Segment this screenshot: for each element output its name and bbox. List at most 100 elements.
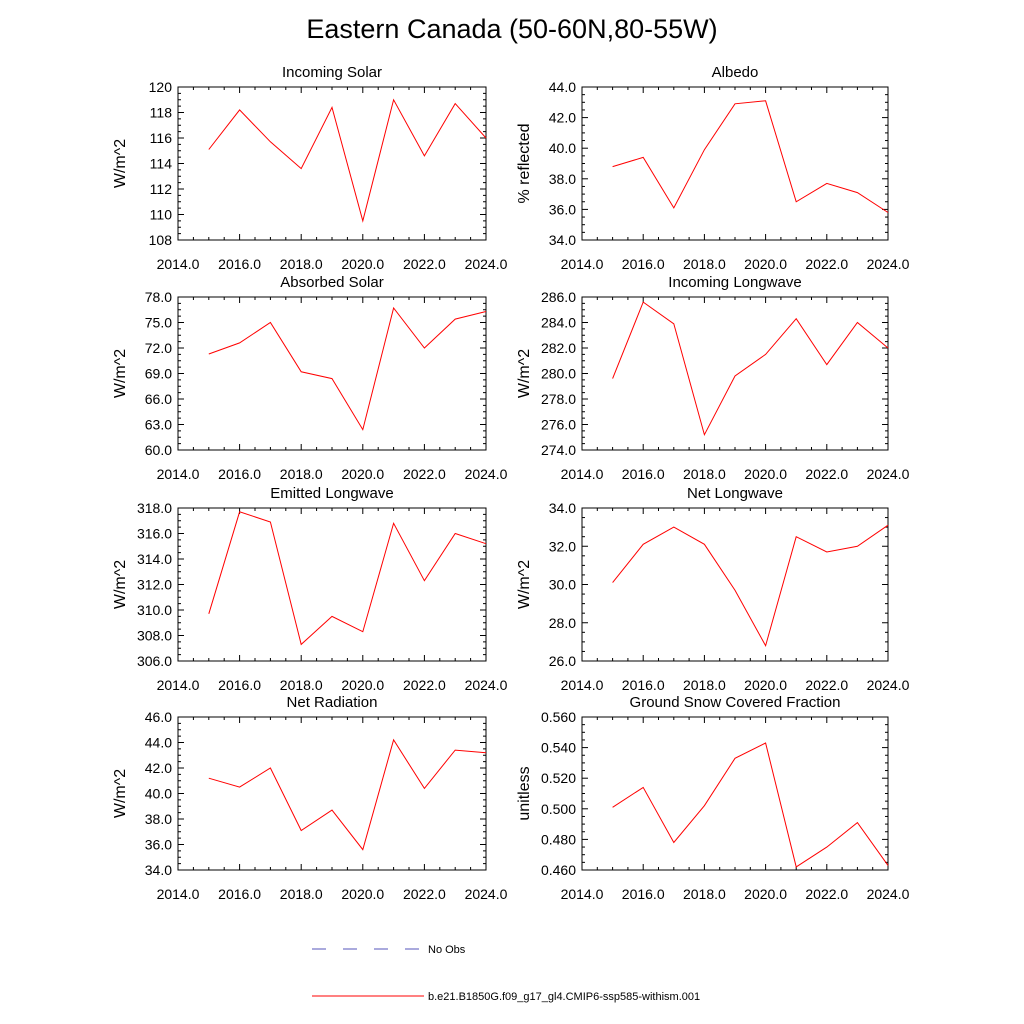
- x-tick-label: 2014.0: [157, 256, 200, 272]
- y-tick-label: 0.520: [541, 770, 576, 786]
- panel-title: Absorbed Solar: [280, 274, 383, 291]
- y-tick-label: 280.0: [541, 366, 576, 382]
- y-tick-label: 63.0: [145, 417, 172, 433]
- y-tick-label: 284.0: [541, 315, 576, 331]
- y-tick-label: 0.480: [541, 831, 576, 847]
- plot-frame: [581, 86, 889, 241]
- y-axis-label: % reflected: [516, 123, 533, 203]
- panel-title: Albedo: [712, 64, 759, 81]
- x-tick-label: 2014.0: [157, 677, 200, 693]
- y-tick-label: 32.0: [549, 538, 576, 554]
- x-tick-label: 2020.0: [341, 466, 384, 482]
- y-tick-label: 114: [150, 156, 173, 172]
- x-tick-label: 2018.0: [280, 256, 323, 272]
- x-tick-label: 2024.0: [465, 886, 508, 902]
- y-tick-label: 308.0: [137, 628, 172, 644]
- y-tick-label: 286.0: [541, 289, 576, 305]
- x-tick-label: 2014.0: [561, 886, 604, 902]
- y-tick-label: 30.0: [549, 577, 576, 593]
- y-tick-label: 44.0: [549, 79, 576, 95]
- y-tick-label: 46.0: [145, 709, 172, 725]
- y-tick-label: 0.560: [541, 709, 576, 725]
- x-tick-label: 2020.0: [744, 886, 787, 902]
- x-tick-label: 2016.0: [622, 466, 665, 482]
- panel-7: 2014.0 2016.0 2018.0 2020.0 2022.0 2024.0 34.0…: [112, 694, 508, 902]
- y-tick-label: 108: [149, 232, 173, 248]
- series-line: [208, 98, 487, 223]
- x-tick-label: 2020.0: [341, 886, 384, 902]
- y-tick-label: 120: [149, 79, 173, 95]
- x-tick-label: 2024.0: [867, 677, 910, 693]
- x-tick-label: 2018.0: [683, 256, 726, 272]
- series-line: [612, 301, 889, 437]
- legend-label: No Obs: [428, 944, 466, 956]
- y-tick-label: 38.0: [549, 171, 576, 187]
- y-tick-label: 40.0: [549, 140, 576, 156]
- y-tick-label: 110: [150, 207, 173, 223]
- legend-item: No Obs: [312, 944, 466, 956]
- x-tick-label: 2018.0: [280, 886, 323, 902]
- plot-frame: [177, 507, 487, 662]
- y-tick-label: 66.0: [145, 391, 172, 407]
- y-tick-label: 278.0: [541, 391, 576, 407]
- x-tick-label: 2020.0: [341, 256, 384, 272]
- y-tick-label: 0.540: [541, 740, 576, 756]
- y-tick-label: 60.0: [145, 442, 172, 458]
- y-tick-label: 0.500: [541, 801, 576, 817]
- x-tick-label: 2022.0: [805, 677, 848, 693]
- y-axis-label: W/m^2: [112, 349, 129, 398]
- x-tick-label: 2018.0: [280, 466, 323, 482]
- y-tick-label: 276.0: [541, 417, 576, 433]
- series-line: [208, 511, 487, 646]
- panel-title: Net Longwave: [687, 485, 783, 502]
- x-tick-label: 2022.0: [403, 677, 446, 693]
- series-line: [612, 524, 889, 648]
- y-axis-label: W/m^2: [516, 349, 533, 398]
- x-tick-label: 2022.0: [403, 466, 446, 482]
- y-tick-label: 316.0: [137, 526, 172, 542]
- y-tick-label: 116: [150, 130, 173, 146]
- x-tick-label: 2024.0: [465, 677, 508, 693]
- y-axis-label: unitless: [516, 766, 533, 820]
- x-tick-label: 2014.0: [561, 256, 604, 272]
- x-tick-label: 2020.0: [744, 466, 787, 482]
- y-tick-label: 69.0: [145, 366, 172, 382]
- legend-item: b.e21.B1850G.f09_g17_gl4.CMIP6-ssp585-wi…: [312, 991, 700, 1003]
- series-line: [208, 738, 487, 851]
- y-tick-label: 72.0: [145, 340, 172, 356]
- x-tick-label: 2020.0: [744, 256, 787, 272]
- x-tick-label: 2016.0: [622, 677, 665, 693]
- y-tick-label: 318.0: [137, 500, 172, 516]
- y-axis-label: W/m^2: [516, 560, 533, 609]
- x-tick-label: 2022.0: [805, 886, 848, 902]
- x-tick-label: 2018.0: [280, 677, 323, 693]
- x-tick-label: 2022.0: [403, 886, 446, 902]
- y-tick-label: 112: [150, 181, 173, 197]
- y-tick-label: 42.0: [549, 110, 576, 126]
- x-tick-label: 2018.0: [683, 677, 726, 693]
- x-tick-label: 2024.0: [867, 466, 910, 482]
- x-tick-label: 2024.0: [465, 256, 508, 272]
- panel-5: 2014.0 2016.0 2018.0 2020.0 2022.0 2024.0 306.…: [112, 485, 508, 693]
- y-tick-label: 34.0: [145, 862, 172, 878]
- y-tick-label: 26.0: [549, 653, 576, 669]
- panel-8: 2014.0 2016.0 2018.0 2020.0 2022.0 2024.0 0.46…: [516, 694, 910, 902]
- series-line: [208, 306, 487, 431]
- y-tick-label: 44.0: [145, 735, 172, 751]
- x-tick-label: 2014.0: [561, 466, 604, 482]
- y-tick-label: 42.0: [145, 760, 172, 776]
- panel-6: 2014.0 2016.0 2018.0 2020.0 2022.0 2024.0 26.0…: [516, 485, 910, 693]
- plot-frame: [581, 507, 889, 662]
- x-tick-label: 2014.0: [157, 466, 200, 482]
- y-axis-label: W/m^2: [112, 769, 129, 818]
- series-line: [612, 742, 889, 868]
- x-tick-label: 2020.0: [744, 677, 787, 693]
- panel-title: Emitted Longwave: [270, 485, 393, 502]
- y-tick-label: 314.0: [137, 551, 172, 567]
- x-tick-label: 2022.0: [805, 466, 848, 482]
- y-tick-label: 306.0: [137, 653, 172, 669]
- y-tick-label: 34.0: [549, 500, 576, 516]
- y-tick-label: 38.0: [145, 811, 172, 827]
- panel-title: Net Radiation: [287, 694, 378, 711]
- plot-frame: [581, 296, 889, 451]
